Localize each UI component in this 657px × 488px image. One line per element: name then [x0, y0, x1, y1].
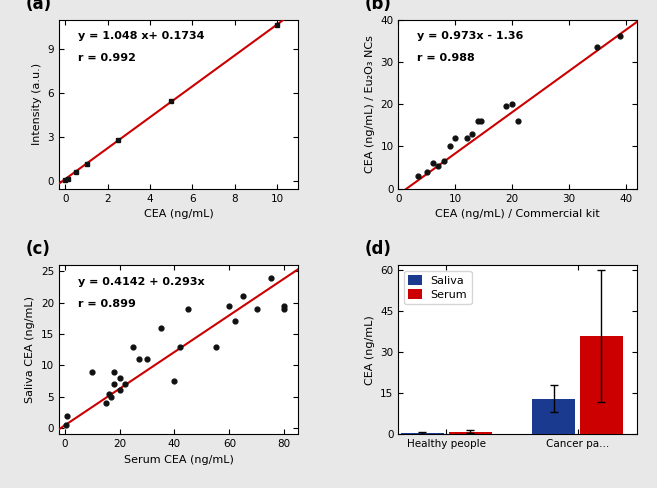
Point: [439, 158, 449, 165]
Point: [422, 168, 432, 176]
X-axis label: CEA (ng/mL) / Commercial kit: CEA (ng/mL) / Commercial kit: [436, 209, 600, 219]
Point: [109, 368, 120, 376]
Bar: [449, 431, 491, 434]
Text: y = 0.973x - 1.36: y = 0.973x - 1.36: [417, 31, 524, 41]
Text: r = 0.899: r = 0.899: [78, 299, 136, 309]
Legend: Saliva, Serum: Saliva, Serum: [404, 270, 472, 305]
Point: [175, 343, 185, 350]
Point: [450, 134, 461, 142]
Point: [444, 142, 455, 150]
Point: [106, 393, 116, 401]
Bar: [580, 336, 623, 434]
Bar: [532, 399, 575, 434]
Point: [413, 172, 424, 180]
Y-axis label: CEA (ng/mL) / Eu₂O₃ NCs: CEA (ng/mL) / Eu₂O₃ NCs: [365, 35, 375, 173]
Point: [467, 130, 478, 138]
Point: [109, 380, 120, 388]
Y-axis label: CEA (ng/mL): CEA (ng/mL): [365, 315, 374, 385]
Point: [615, 33, 625, 41]
Point: [238, 292, 248, 300]
Point: [156, 324, 166, 332]
Point: [279, 305, 290, 313]
Point: [103, 389, 114, 397]
Point: [210, 343, 221, 350]
Text: (d): (d): [365, 240, 392, 258]
Point: [512, 117, 523, 125]
Point: [142, 355, 152, 363]
Point: [60, 421, 71, 429]
Text: (c): (c): [26, 240, 51, 258]
Point: [427, 160, 438, 167]
Text: y = 0.4142 + 0.293x: y = 0.4142 + 0.293x: [78, 277, 205, 287]
Point: [101, 399, 111, 407]
Point: [62, 411, 73, 419]
Point: [476, 117, 486, 125]
Point: [279, 302, 290, 310]
Point: [224, 302, 235, 310]
Point: [461, 134, 472, 142]
Point: [170, 377, 180, 385]
Text: y = 1.048 x+ 0.1734: y = 1.048 x+ 0.1734: [78, 31, 205, 41]
Point: [507, 100, 518, 108]
X-axis label: CEA (ng/mL): CEA (ng/mL): [144, 209, 214, 219]
Bar: [401, 433, 443, 434]
Y-axis label: Intensity (a.u.): Intensity (a.u.): [32, 63, 42, 145]
Point: [473, 117, 484, 125]
Point: [114, 374, 125, 382]
Text: (b): (b): [365, 0, 392, 13]
Point: [592, 43, 602, 51]
Point: [265, 274, 276, 282]
Text: r = 0.992: r = 0.992: [78, 53, 136, 63]
Point: [501, 102, 512, 110]
Point: [433, 162, 443, 169]
Text: r = 0.988: r = 0.988: [417, 53, 475, 63]
Point: [230, 318, 240, 325]
Point: [114, 386, 125, 394]
Point: [133, 355, 144, 363]
Y-axis label: Saliva CEA (ng/mL): Saliva CEA (ng/mL): [26, 296, 35, 403]
Text: (a): (a): [26, 0, 52, 13]
Point: [87, 368, 97, 376]
X-axis label: Serum CEA (ng/mL): Serum CEA (ng/mL): [124, 455, 233, 465]
Point: [252, 305, 262, 313]
Point: [128, 343, 139, 350]
Point: [120, 380, 130, 388]
Point: [183, 305, 193, 313]
